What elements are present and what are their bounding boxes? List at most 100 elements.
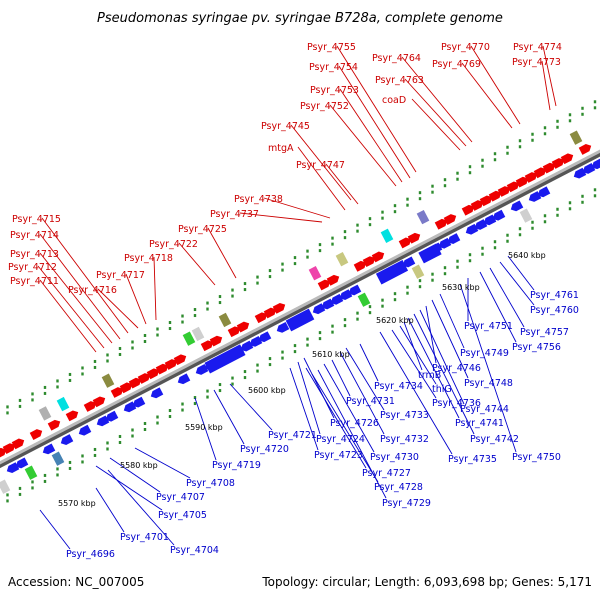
scale-tick-label: 5590 kbp — [185, 423, 223, 432]
leader-line — [339, 88, 403, 183]
gene-label-forward: Psyr_4770 — [441, 42, 490, 53]
gene-label-forward: Psyr_4725 — [178, 224, 227, 235]
leader-line — [289, 367, 319, 451]
leader-line — [305, 367, 367, 469]
leader-line — [125, 273, 147, 325]
leader-line — [499, 261, 535, 306]
gene-label-forward: Psyr_4764 — [372, 53, 421, 64]
scale-tick-label: 5600 kbp — [248, 386, 286, 395]
scale-labels: 5570 kbp 5580 kbp 5590 kbp 5600 kbp 5610 kbp… — [58, 251, 546, 508]
genome-backbone — [0, 149, 600, 465]
gene-label-forward: Psyr_4773 — [512, 57, 561, 68]
gene-label-reverse: Psyr_4729 — [382, 498, 431, 509]
leader-line — [399, 325, 437, 385]
leader-line — [39, 252, 113, 344]
leader-line — [178, 242, 216, 286]
gene-label-reverse: Psyr_4720 — [240, 444, 289, 455]
leader-line — [391, 329, 437, 399]
gene-label-forward: Psyr_4745 — [261, 121, 310, 132]
leader-line — [153, 256, 157, 321]
leader-line — [431, 299, 469, 379]
gene-labels: Psyr_4711 Psyr_4712 Psyr_4713 Psyr_4714 Psyr… — [8, 42, 579, 560]
gene-label-forward: Psyr_4763 — [375, 75, 424, 86]
gene-label-reverse: Psyr_4707 — [156, 492, 205, 503]
leader-line — [97, 288, 139, 329]
leader-line — [229, 383, 273, 431]
gene-label-reverse: Psyr_4704 — [170, 545, 219, 556]
gene-label-forward: Psyr_4715 — [12, 214, 61, 225]
gene-label-reverse: Psyr_4724 — [316, 434, 365, 445]
gene-label-reverse: Psyr_4730 — [370, 452, 419, 463]
leader-line — [95, 487, 125, 533]
tick-dots — [6, 100, 597, 503]
leader-line — [134, 447, 191, 479]
gene-label-forward: Psyr_4769 — [432, 59, 481, 70]
gene-label-reverse: Psyr_4734 — [374, 381, 423, 392]
leader-line — [39, 233, 121, 340]
gene-label-reverse: Psyr_4708 — [186, 478, 235, 489]
leader-line — [39, 279, 97, 353]
leader-line — [413, 313, 475, 435]
leader-line — [507, 255, 535, 291]
leader-line — [345, 347, 385, 411]
gene-label-forward: Psyr_4716 — [68, 285, 117, 296]
gene-label-reverse: Psyr_4723 — [314, 450, 363, 461]
gene-label-forward: Psyr_4774 — [513, 42, 562, 53]
gene-label-forward: Psyr_4722 — [149, 239, 198, 250]
gene-label-reverse: Psyr_4731 — [346, 396, 395, 407]
leader-line — [541, 60, 551, 111]
leader-line — [311, 373, 379, 483]
gene-label-reverse: Psyr_4733 — [380, 410, 429, 421]
gene-label-reverse: Psyr_4746 — [432, 363, 481, 374]
gene-label-reverse: thiG — [432, 384, 452, 395]
scale-tick-label: 5640 kbp — [508, 251, 546, 260]
gene-label-forward: Psyr_4738 — [234, 194, 283, 205]
gene-features — [0, 130, 600, 494]
scale-tick-label: 5620 kbp — [376, 316, 414, 325]
map-title: Pseudomonas syringae pv. syringae B728a,… — [97, 11, 503, 26]
gene-label-reverse: Psyr_4721 — [268, 430, 317, 441]
leader-line — [329, 104, 397, 187]
accession-text: Accession: NC_007005 — [8, 575, 144, 589]
gene-label-reverse: Psyr_4744 — [460, 404, 509, 415]
leader-line — [379, 331, 453, 455]
leader-line — [297, 146, 346, 211]
gene-label-forward: Psyr_4717 — [96, 270, 145, 281]
leader-line — [359, 343, 379, 382]
gene-label-reverse: Psyr_4728 — [374, 482, 423, 493]
leader-line — [109, 457, 161, 493]
leader-line — [41, 217, 129, 334]
gene-label-reverse: Psyr_4726 — [330, 418, 379, 429]
gene-label-forward: Psyr_4753 — [310, 85, 359, 96]
leader-line — [263, 197, 331, 219]
gene-label-forward: Psyr_4711 — [10, 276, 59, 287]
backbone-shadow — [0, 149, 600, 469]
scale-tick-label: 5610 kbp — [312, 350, 350, 359]
gene-label-forward: Psyr_4752 — [300, 101, 349, 112]
gene-label-forward: Psyr_4718 — [124, 253, 173, 264]
leader-line — [439, 293, 465, 349]
gene-label-reverse: trmB — [418, 370, 441, 381]
leader-line — [338, 65, 411, 179]
leader-line — [479, 271, 517, 343]
leader-line — [459, 283, 517, 453]
leader-line — [297, 361, 321, 435]
gene-label-reverse: Psyr_4705 — [158, 510, 207, 521]
gene-label-forward: Psyr_4755 — [307, 42, 356, 53]
leader-line — [542, 45, 557, 107]
leader-line — [407, 317, 460, 419]
gene-label-forward: Psyr_4713 — [10, 249, 59, 260]
scale-tick-label: 5570 kbp — [58, 499, 96, 508]
gene-label-reverse: Psyr_4696 — [66, 549, 115, 560]
genome-summary: Topology: circular; Length: 6,093,698 bp… — [261, 575, 592, 589]
leader-line — [323, 363, 375, 453]
leader-line — [194, 397, 217, 461]
leader-line — [489, 267, 525, 328]
gene-label-reverse: Psyr_4760 — [530, 305, 579, 316]
gene-label-forward: Psyr_4737 — [210, 209, 259, 220]
gene-label-reverse: Psyr_4748 — [464, 378, 513, 389]
leader-line — [207, 227, 237, 279]
gene-label-reverse: Psyr_4735 — [448, 454, 497, 465]
leader-line — [425, 305, 437, 364]
